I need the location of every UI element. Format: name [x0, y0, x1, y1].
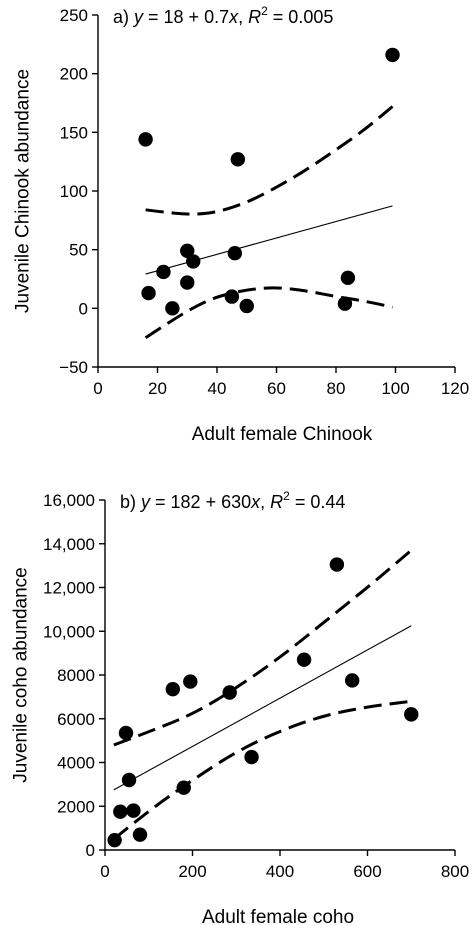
panel-b-x-axis-label: Adult female coho — [202, 907, 354, 925]
data-point — [186, 254, 201, 269]
data-point — [141, 285, 156, 301]
x-tick-label: 20 — [148, 379, 167, 398]
y-tick-label: 8000 — [57, 666, 95, 685]
panel-b-y-var: y — [139, 492, 151, 512]
panel-a-axes: −50 0 50 100 150 200 250 0 20 40 60 80 100 120 — [59, 6, 469, 398]
y-tick-label: 6000 — [57, 710, 95, 729]
panel-b-r: R — [270, 492, 283, 512]
axis-lines — [104, 500, 455, 851]
x-tick-label: 120 — [441, 379, 469, 398]
data-point — [230, 152, 246, 167]
data-point — [227, 245, 243, 261]
y-tick-label: 2000 — [57, 797, 95, 816]
y-tick-label: 50 — [69, 241, 88, 260]
data-point — [118, 725, 134, 741]
data-point — [132, 827, 148, 842]
data-point — [296, 652, 312, 667]
y-tick-label: 250 — [60, 6, 88, 25]
x-tick-label: 0 — [93, 379, 102, 398]
y-tick-label: 150 — [60, 123, 88, 142]
y-tick-label: −50 — [59, 358, 88, 377]
x-tick-label: 40 — [208, 379, 227, 398]
panel-b-equation: = 182 + 630 — [150, 492, 251, 512]
data-point — [156, 264, 171, 280]
y-tick-label: 4000 — [57, 754, 95, 773]
data-point — [329, 557, 345, 572]
ci-lower-line — [144, 286, 393, 339]
panel-a-y-var: y — [132, 7, 144, 27]
panel-a-equation: = 18 + 0.7 — [143, 7, 229, 27]
panel-b-annotation: b) y = 182 + 630x, R2 = 0.44 — [120, 489, 345, 512]
data-point — [239, 298, 254, 314]
x-tick-label: 400 — [266, 862, 294, 881]
y-tick-label: 12,000 — [43, 579, 95, 598]
ci-upper-line — [145, 105, 394, 216]
panel-a-marks — [138, 47, 400, 339]
x-tick-label: 600 — [353, 862, 381, 881]
panel-a-annotation: a) y = 18 + 0.7x, R2 = 0.005 — [113, 4, 333, 27]
panel-b-r-sup: 2 — [283, 489, 290, 503]
x-tick-label: 800 — [441, 862, 469, 881]
y-tick-label: 0 — [79, 299, 88, 318]
panel-b-marks — [107, 549, 419, 848]
panel-b-x-var: x — [250, 492, 261, 512]
data-point — [340, 270, 356, 286]
y-tick-label: 10,000 — [43, 622, 95, 641]
panel-a-comma: , — [238, 7, 248, 27]
x-tick-label: 60 — [267, 379, 286, 398]
panel-a-x-axis-label: Adult female Chinook — [192, 424, 373, 445]
data-point — [385, 47, 400, 63]
panel-a: −50 0 50 100 150 200 250 0 20 40 60 80 100 120 a) y =… — [13, 4, 470, 445]
data-point — [183, 674, 198, 689]
data-point — [344, 673, 360, 688]
data-point — [165, 301, 180, 316]
data-point — [404, 707, 419, 722]
data-point — [337, 296, 353, 311]
ci-lower-line — [112, 699, 412, 841]
y-tick-label: 16,000 — [43, 491, 95, 510]
panel-b-y-axis-label: Juvenile coho abundance — [11, 567, 32, 783]
panel-b-label: b) — [120, 492, 141, 512]
panel-b-comma: , — [260, 492, 270, 512]
axis-lines — [97, 15, 455, 368]
panel-a-r2-value: = 0.005 — [268, 7, 334, 27]
x-tick-label: 0 — [100, 862, 109, 881]
data-point — [107, 832, 122, 848]
x-tick-label: 100 — [381, 379, 409, 398]
data-point — [222, 685, 237, 700]
data-point — [113, 804, 128, 819]
panel-a-r: R — [248, 7, 261, 27]
data-point — [180, 243, 195, 259]
regression-line — [145, 205, 393, 275]
y-tick-label: 0 — [86, 841, 95, 860]
x-tick-label: 200 — [178, 862, 206, 881]
data-point — [180, 275, 195, 290]
data-point — [126, 803, 141, 818]
data-point — [165, 682, 181, 697]
panel-b-axes: 0200040006000800010,00012,00014,00016,00… — [43, 491, 469, 881]
x-tick-label: 80 — [327, 379, 346, 398]
panel-a-y-axis-label: Juvenile Chinook abundance — [13, 69, 34, 313]
data-point — [224, 289, 240, 304]
panel-b-r2-value: = 0.44 — [290, 492, 346, 512]
panel-a-x-var: x — [228, 7, 239, 27]
data-point — [121, 772, 137, 788]
y-tick-label: 14,000 — [43, 535, 95, 554]
y-tick-label: 100 — [60, 182, 88, 201]
panel-b: 0200040006000800010,00012,00014,00016,00… — [11, 489, 470, 925]
panel-a-label: a) — [113, 7, 134, 27]
panel-a-r-sup: 2 — [261, 4, 268, 18]
data-point — [244, 749, 259, 765]
data-point — [138, 132, 153, 147]
ci-upper-line — [113, 549, 413, 747]
regression-line — [113, 625, 412, 791]
y-tick-label: 200 — [60, 65, 88, 84]
data-point — [176, 780, 191, 795]
